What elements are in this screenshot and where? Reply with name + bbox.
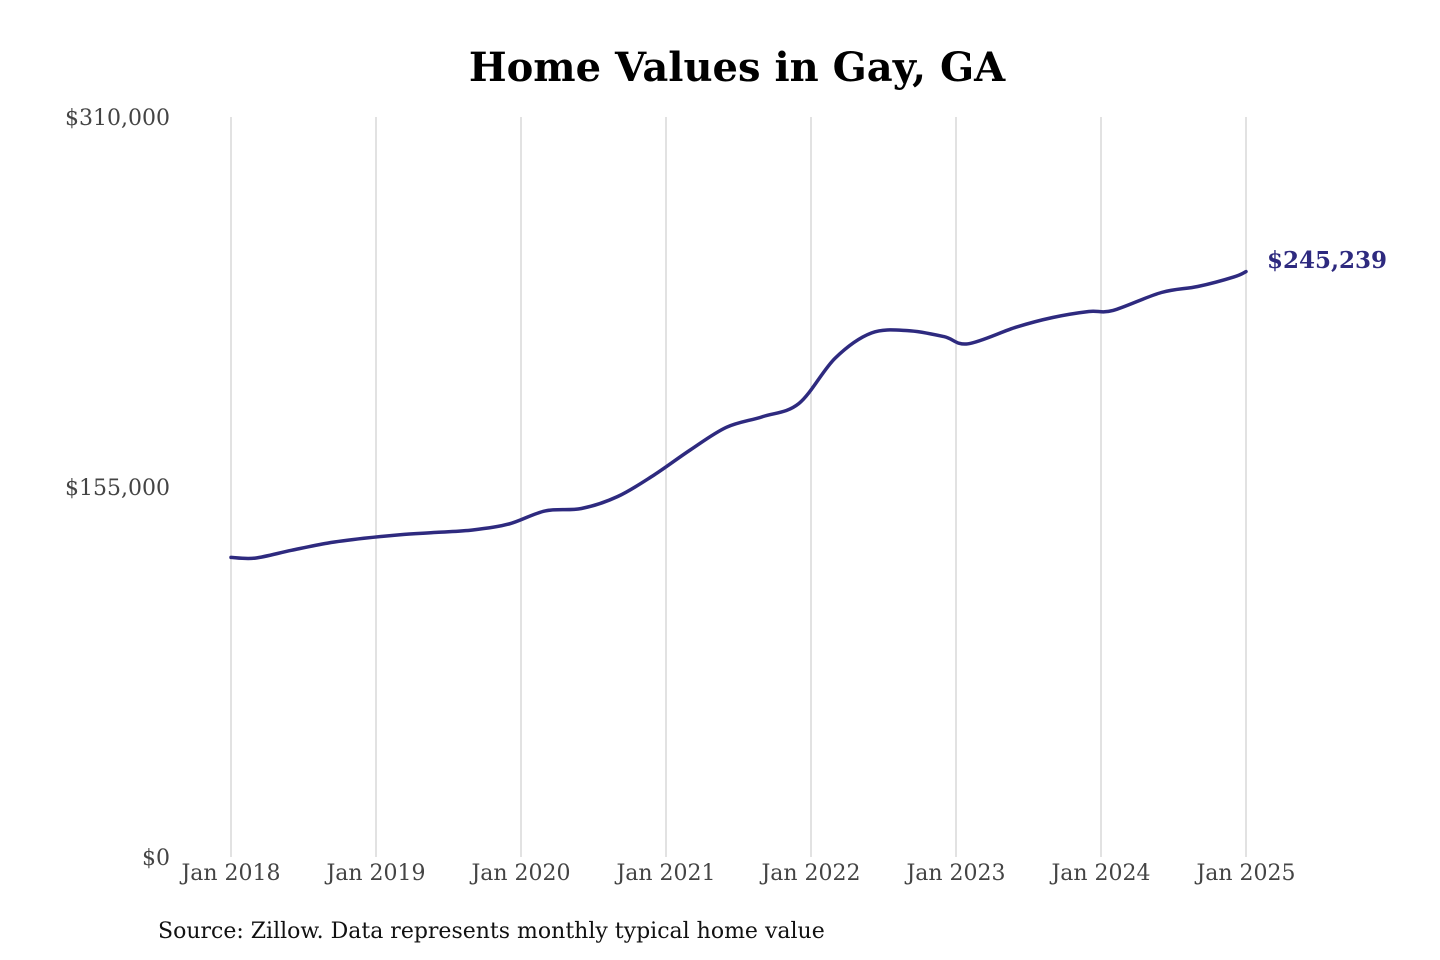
x-tick-label: Jan 2021 — [614, 861, 715, 886]
x-tick-label: Jan 2024 — [1049, 861, 1150, 886]
source-note: Source: Zillow. Data represents monthly … — [158, 919, 825, 944]
chart-title: Home Values in Gay, GA — [469, 44, 1006, 91]
y-axis-tick-labels: $0 $155,000 $310,000 — [65, 106, 170, 871]
latest-value-label: $245,239 — [1267, 247, 1387, 274]
gridlines — [230, 117, 1247, 857]
x-tick-label: Jan 2019 — [324, 861, 425, 886]
x-tick-label: Jan 2022 — [759, 861, 860, 886]
x-tick-label: Jan 2020 — [469, 861, 570, 886]
x-tick-label: Jan 2018 — [179, 861, 280, 886]
y-tick-label: $155,000 — [65, 476, 170, 501]
home-value-line — [229, 269, 1248, 561]
x-tick-label: Jan 2025 — [1194, 861, 1295, 886]
y-tick-label: $0 — [142, 846, 170, 871]
y-tick-label: $310,000 — [65, 106, 170, 131]
x-axis-tick-labels: Jan 2018 Jan 2019 Jan 2020 Jan 2021 Jan 2022… — [179, 861, 1295, 886]
x-tick-label: Jan 2023 — [904, 861, 1005, 886]
